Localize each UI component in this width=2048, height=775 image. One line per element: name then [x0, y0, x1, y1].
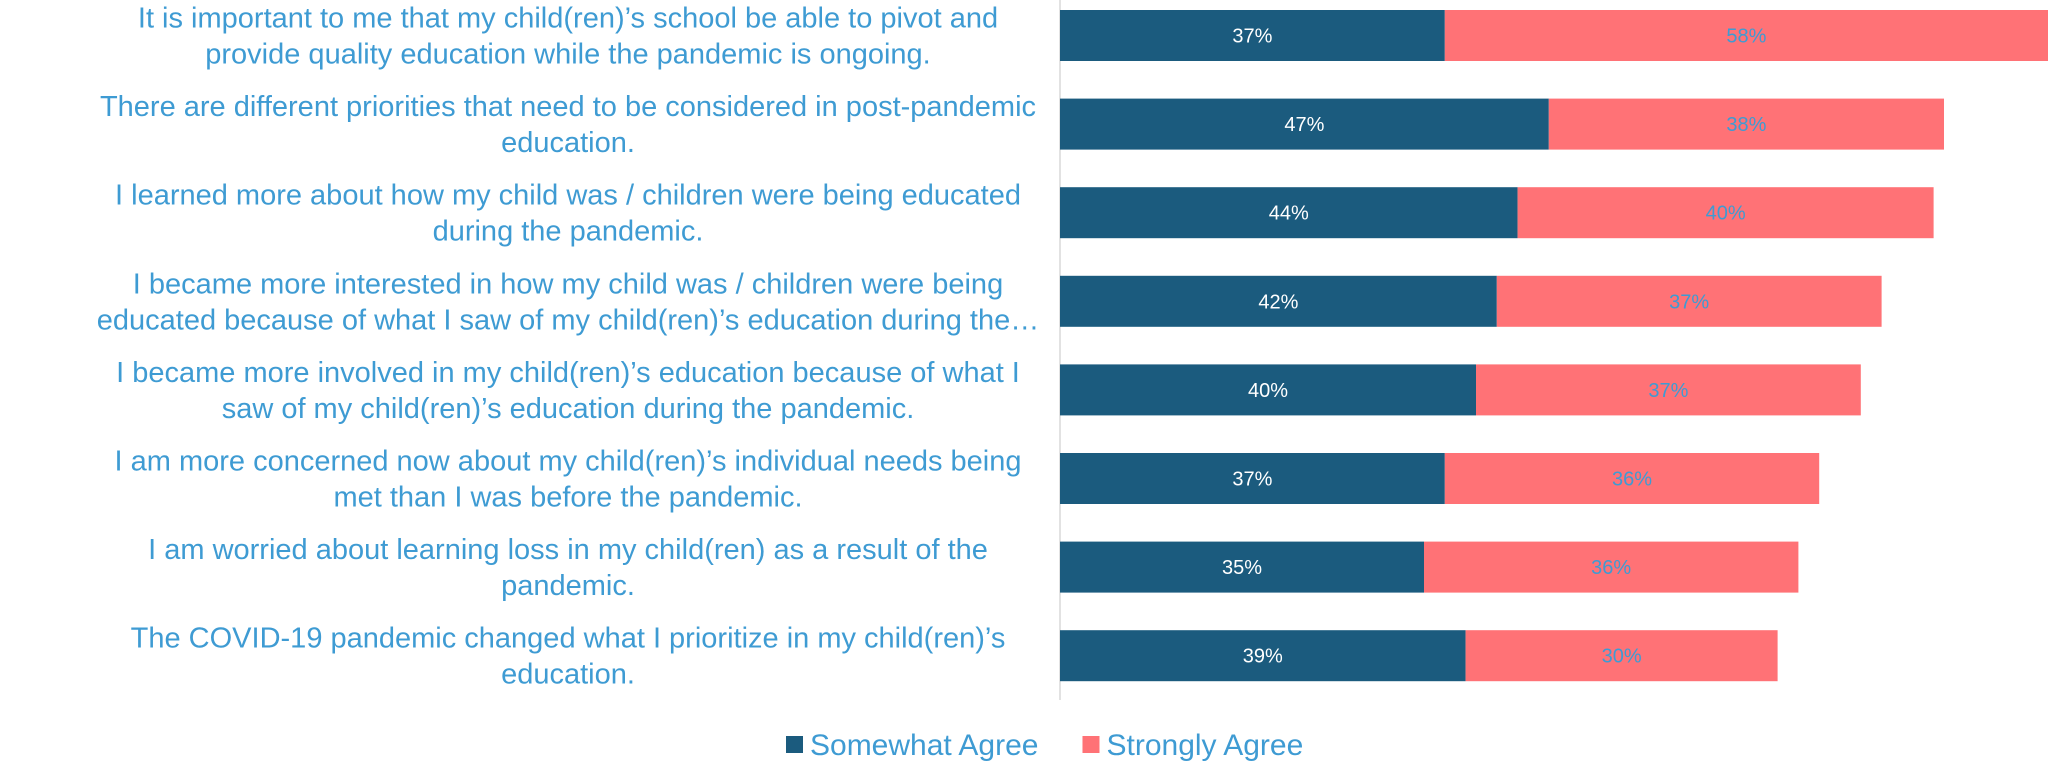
bar-strongly-agree: [1517, 187, 1934, 239]
category-label: I am worried about learning loss in my c…: [148, 534, 988, 602]
data-label: 36%: [1612, 469, 1652, 491]
legend-swatch: [1082, 736, 1100, 753]
category-label: I became more interested in how my child…: [97, 268, 1040, 336]
category-label: It is important to me that my child(ren)…: [138, 3, 998, 71]
category-label: The COVID-19 pandemic changed what I pri…: [131, 623, 1006, 691]
data-label: 37%: [1648, 380, 1688, 402]
category-labels: It is important to me that my child(ren)…: [97, 3, 1040, 691]
category-label: There are different priorities that need…: [100, 91, 1036, 159]
data-label: 38%: [1726, 114, 1766, 136]
data-label: 37%: [1232, 469, 1272, 491]
data-label: 36%: [1591, 557, 1631, 579]
data-label: 42%: [1258, 291, 1298, 313]
data-label: 40%: [1248, 380, 1288, 402]
category-label: I am more concerned now about my child(r…: [114, 446, 1021, 514]
bars: 37% 58% 47% 38% 44% 40% 42% 37% 40% 37% 37% 36% 35% 3…: [1060, 10, 2048, 682]
bar-somewhat-agree: [1060, 453, 1445, 504]
legend-swatch: [786, 736, 803, 753]
bar-strongly-agree: [1444, 10, 2048, 61]
data-label: 58%: [1726, 26, 1766, 48]
bar-somewhat-agree: [1060, 187, 1518, 239]
legend: Somewhat Agree Strongly Agree: [786, 729, 1303, 762]
bar-strongly-agree: [1444, 453, 1820, 504]
bar-somewhat-agree: [1060, 630, 1466, 682]
category-label: I learned more about how my child was / …: [115, 180, 1021, 248]
bar-strongly-agree: [1496, 275, 1882, 327]
bar-somewhat-agree: [1060, 98, 1549, 150]
bar-somewhat-agree: [1060, 275, 1497, 327]
data-label: 30%: [1602, 646, 1642, 668]
data-label: 47%: [1284, 114, 1324, 136]
bar-somewhat-agree: [1060, 10, 1445, 61]
bar-strongly-agree: [1424, 541, 1799, 593]
legend-label: Somewhat Agree: [810, 729, 1038, 762]
bar-somewhat-agree: [1060, 364, 1476, 416]
data-label: 40%: [1706, 203, 1746, 225]
bar-strongly-agree: [1548, 98, 1944, 150]
data-label: 44%: [1269, 203, 1309, 225]
category-label: I became more involved in my child(ren)’…: [116, 357, 1020, 425]
bar-strongly-agree: [1465, 630, 1778, 682]
data-label: 35%: [1222, 557, 1262, 579]
bar-strongly-agree: [1476, 364, 1861, 416]
bar-somewhat-agree: [1060, 541, 1424, 593]
data-label: 39%: [1243, 646, 1283, 668]
data-label: 37%: [1669, 291, 1709, 313]
data-label: 37%: [1232, 26, 1272, 48]
legend-label: Strongly Agree: [1106, 729, 1303, 762]
